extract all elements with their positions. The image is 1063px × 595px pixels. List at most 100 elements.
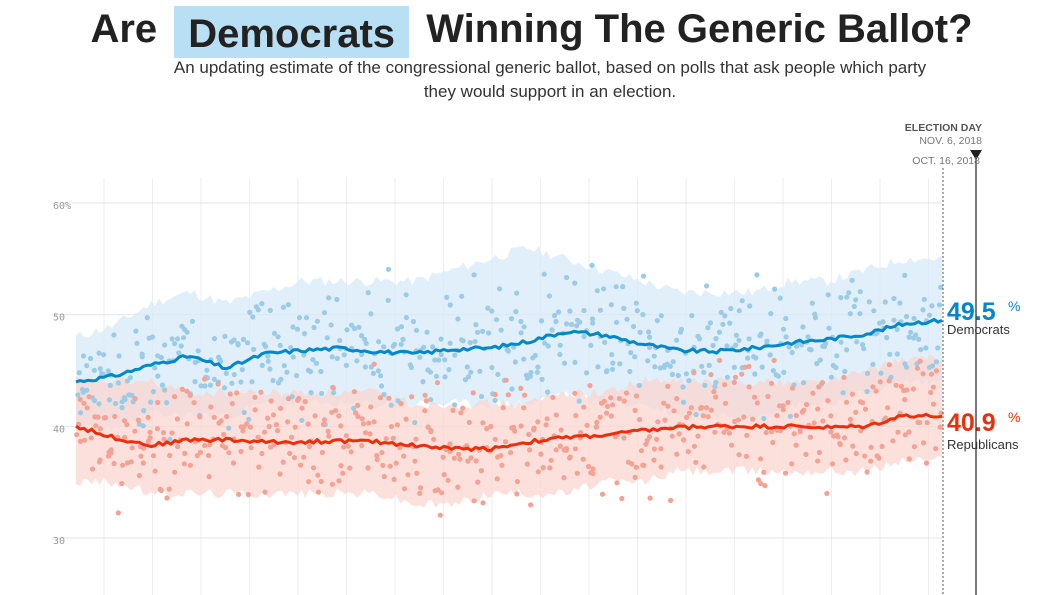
poll-dot — [280, 304, 286, 310]
poll-dot — [595, 364, 601, 370]
poll-dot — [184, 329, 190, 335]
poll-dot — [250, 314, 256, 320]
poll-dot — [531, 425, 537, 431]
poll-dot — [736, 452, 742, 458]
poll-dot — [850, 443, 856, 449]
poll-dot — [157, 486, 163, 492]
poll-dot — [724, 374, 731, 380]
poll-dot — [702, 382, 708, 388]
poll-dot — [345, 443, 351, 449]
poll-dot — [223, 445, 229, 451]
poll-dot — [580, 456, 586, 462]
poll-dot — [512, 359, 519, 365]
poll-dot — [385, 266, 392, 272]
poll-dot — [351, 405, 357, 411]
poll-dot — [398, 341, 404, 347]
poll-dot — [140, 460, 146, 466]
poll-dot — [176, 350, 182, 356]
poll-dot — [726, 430, 733, 436]
poll-dot — [886, 362, 893, 368]
poll-dot — [862, 453, 868, 459]
poll-dot — [574, 470, 580, 476]
poll-dot — [651, 457, 657, 463]
poll-dot — [757, 456, 764, 462]
poll-dot — [166, 486, 172, 492]
poll-dot — [89, 466, 96, 472]
poll-dot — [938, 284, 944, 290]
poll-dot — [144, 315, 150, 321]
poll-dot — [613, 284, 619, 290]
poll-dot — [422, 392, 428, 398]
poll-dot — [838, 295, 844, 301]
poll-dot — [377, 373, 384, 379]
poll-dot — [652, 364, 658, 370]
poll-dot — [862, 406, 869, 412]
poll-dot — [413, 327, 420, 333]
poll-dot — [563, 447, 569, 453]
poll-dot — [669, 433, 675, 439]
poll-dot — [141, 445, 147, 451]
poll-dot — [665, 403, 671, 409]
poll-dot — [553, 447, 559, 453]
poll-dot — [770, 368, 777, 374]
poll-dot — [544, 416, 550, 422]
poll-dot — [815, 406, 821, 412]
poll-dot — [262, 489, 268, 495]
poll-dot — [238, 448, 244, 455]
poll-dot — [680, 399, 687, 405]
poll-dot — [458, 410, 464, 416]
poll-dot — [239, 367, 245, 373]
poll-dot — [762, 483, 768, 489]
poll-dot — [739, 298, 745, 304]
poll-dot — [423, 398, 429, 404]
poll-dot — [336, 413, 342, 419]
poll-dot — [680, 384, 686, 390]
poll-dot — [743, 453, 750, 459]
poll-dot — [891, 295, 897, 302]
poll-dot — [111, 332, 117, 338]
poll-dot — [800, 324, 806, 330]
poll-dot — [191, 400, 197, 406]
poll-dot — [844, 294, 850, 300]
poll-dot — [693, 459, 699, 465]
poll-dot — [452, 402, 458, 408]
poll-dot — [442, 357, 448, 363]
poll-dot — [669, 371, 676, 377]
poll-dot — [913, 332, 919, 338]
poll-dot — [753, 355, 759, 361]
poll-dot — [777, 295, 783, 301]
poll-dot — [379, 449, 385, 456]
poll-dot — [380, 462, 386, 468]
poll-dot — [234, 390, 240, 396]
poll-dot — [278, 376, 284, 382]
poll-dot — [933, 446, 939, 452]
poll-dot — [337, 337, 343, 344]
poll-dot — [838, 339, 844, 345]
poll-dot — [247, 424, 253, 430]
poll-dot — [589, 316, 596, 322]
poll-dot — [884, 335, 890, 341]
poll-dot — [194, 453, 200, 459]
poll-dot — [252, 394, 258, 400]
poll-dot — [182, 450, 188, 456]
party-selector[interactable]: Democrats — [174, 6, 410, 58]
poll-dot — [82, 437, 88, 443]
poll-dot — [538, 451, 544, 457]
poll-dot — [451, 455, 457, 461]
poll-dot — [312, 413, 318, 419]
poll-dot — [697, 336, 703, 342]
poll-dot — [84, 405, 90, 411]
poll-dot — [706, 362, 712, 368]
poll-dot — [527, 447, 533, 453]
poll-dot — [385, 297, 391, 303]
poll-dot — [890, 438, 896, 444]
poll-dot — [772, 286, 778, 292]
poll-dot — [324, 335, 330, 341]
series-name: Republicans — [947, 437, 1019, 452]
poll-dot — [333, 408, 339, 414]
poll-dot — [524, 461, 531, 467]
poll-dot — [119, 480, 125, 487]
poll-dot — [246, 416, 252, 422]
poll-dot — [164, 400, 170, 406]
poll-dot — [632, 407, 638, 413]
